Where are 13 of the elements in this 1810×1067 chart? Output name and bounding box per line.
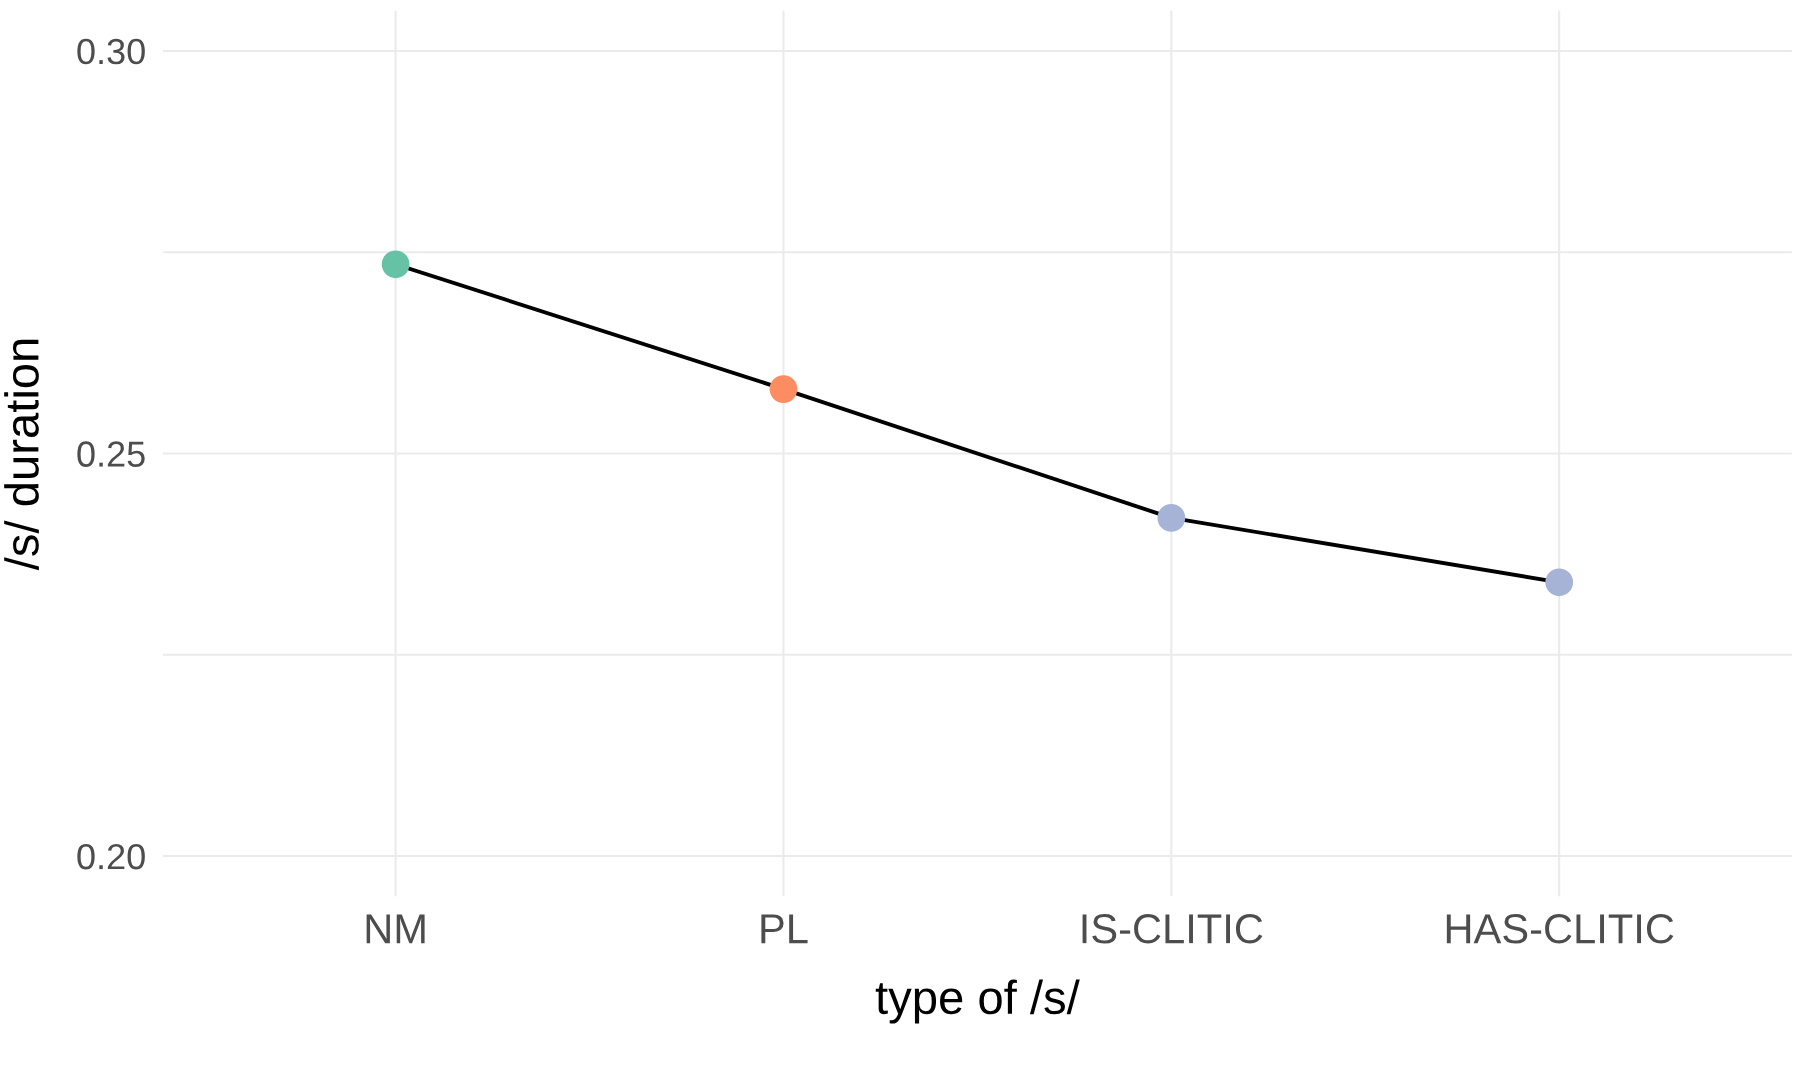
y-axis-title: /s/ duration	[4, 339, 39, 571]
point	[1157, 503, 1186, 532]
y-tick-label: 0.20	[77, 843, 145, 870]
y-tick-label: 0.30	[77, 38, 145, 65]
x-tick-label: NM	[366, 914, 425, 944]
point	[381, 250, 410, 279]
x-tick-label: PL	[761, 914, 808, 944]
x-axis-title: type of /s/	[875, 979, 1080, 1024]
x-tick-label: HAS-CLITIC	[1446, 914, 1674, 944]
y-tick-label: 0.25	[77, 441, 145, 467]
x-tick-label: IS-CLITIC	[1082, 914, 1263, 944]
point	[769, 375, 798, 403]
point	[1545, 568, 1574, 597]
